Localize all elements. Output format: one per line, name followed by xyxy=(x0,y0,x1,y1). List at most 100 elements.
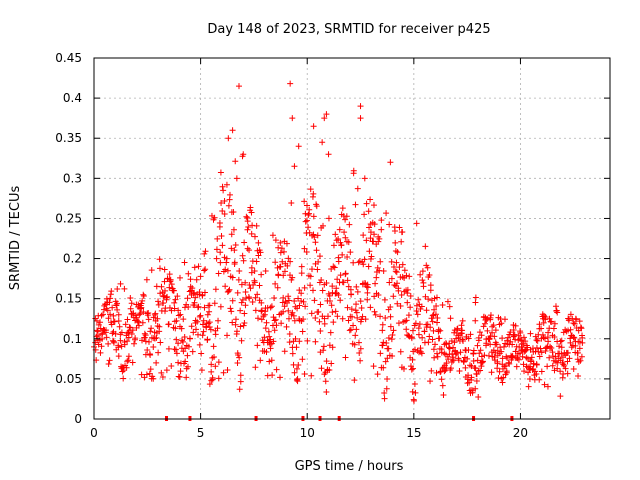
data-point xyxy=(268,357,275,364)
data-point xyxy=(316,279,323,286)
data-point xyxy=(278,245,285,252)
data-point xyxy=(207,326,214,333)
data-point xyxy=(379,342,386,349)
data-point xyxy=(321,115,328,122)
y-tick-label: 0.3 xyxy=(63,171,82,185)
data-point xyxy=(450,357,457,364)
data-point xyxy=(294,375,301,382)
data-point xyxy=(217,249,224,256)
data-point xyxy=(142,332,149,339)
data-point xyxy=(394,249,401,256)
data-point xyxy=(550,325,557,332)
data-point xyxy=(353,283,360,290)
data-point xyxy=(363,200,370,207)
y-tick-label: 0.1 xyxy=(63,332,82,346)
data-point xyxy=(470,347,477,354)
data-point xyxy=(364,289,371,296)
data-point xyxy=(316,253,323,260)
data-point xyxy=(436,335,443,342)
data-point xyxy=(135,318,142,325)
data-point xyxy=(477,367,484,374)
data-point xyxy=(176,373,183,380)
data-point xyxy=(243,213,250,220)
data-point xyxy=(465,346,472,353)
data-point xyxy=(542,314,549,321)
data-point xyxy=(159,373,166,380)
data-point xyxy=(537,345,544,352)
data-point xyxy=(390,327,397,334)
data-point xyxy=(160,299,167,306)
data-point xyxy=(237,307,244,314)
data-point xyxy=(491,353,498,360)
data-point xyxy=(356,350,363,357)
data-point xyxy=(317,301,324,308)
data-point xyxy=(487,314,494,321)
data-point xyxy=(316,318,323,325)
data-point xyxy=(184,295,191,302)
data-point xyxy=(380,364,387,371)
data-point xyxy=(289,309,296,316)
data-point xyxy=(433,294,440,301)
data-point xyxy=(456,367,463,374)
data-point xyxy=(122,321,129,328)
data-point xyxy=(212,286,219,293)
data-point xyxy=(287,80,294,87)
data-point xyxy=(567,311,574,318)
data-point xyxy=(412,389,419,396)
data-point xyxy=(258,316,265,323)
data-point xyxy=(180,316,187,323)
data-point xyxy=(566,355,573,362)
data-point xyxy=(225,202,232,209)
data-point xyxy=(189,348,196,355)
data-point xyxy=(451,339,458,346)
data-point xyxy=(505,334,512,341)
data-point xyxy=(187,276,194,283)
data-point xyxy=(98,343,105,350)
data-point xyxy=(302,218,309,225)
data-point xyxy=(452,351,459,358)
data-point xyxy=(455,357,462,364)
data-point xyxy=(145,338,152,345)
data-point xyxy=(181,333,188,340)
data-point xyxy=(156,323,163,330)
data-point xyxy=(215,317,222,324)
data-point xyxy=(138,371,145,378)
data-point xyxy=(559,359,566,366)
data-point xyxy=(206,323,213,330)
data-point xyxy=(551,334,558,341)
data-point xyxy=(165,321,172,328)
data-point xyxy=(180,338,187,345)
data-point xyxy=(366,248,373,255)
data-point xyxy=(315,308,322,315)
data-point xyxy=(474,357,481,364)
data-point xyxy=(171,305,178,312)
data-point xyxy=(310,190,317,197)
data-point xyxy=(350,259,357,266)
data-point xyxy=(251,279,258,286)
data-point xyxy=(407,293,414,300)
data-point xyxy=(184,352,191,359)
data-point xyxy=(158,369,165,376)
data-point xyxy=(226,286,233,293)
data-point xyxy=(173,336,180,343)
data-point xyxy=(283,323,290,330)
data-point xyxy=(200,328,207,335)
data-point xyxy=(246,295,253,302)
data-point xyxy=(267,304,274,311)
data-point xyxy=(291,369,298,376)
x-tick-label: 15 xyxy=(406,426,421,440)
x-tick-label: 20 xyxy=(513,426,528,440)
data-point xyxy=(312,315,319,322)
data-point xyxy=(254,315,261,322)
data-point xyxy=(478,363,485,370)
data-point xyxy=(319,287,326,294)
data-point xyxy=(343,213,350,220)
data-point xyxy=(494,360,501,367)
data-point xyxy=(395,320,402,327)
data-point xyxy=(506,360,513,367)
data-point xyxy=(320,222,327,229)
data-point xyxy=(193,276,200,283)
data-point xyxy=(502,362,509,369)
data-point xyxy=(275,271,282,278)
data-point xyxy=(110,339,117,346)
